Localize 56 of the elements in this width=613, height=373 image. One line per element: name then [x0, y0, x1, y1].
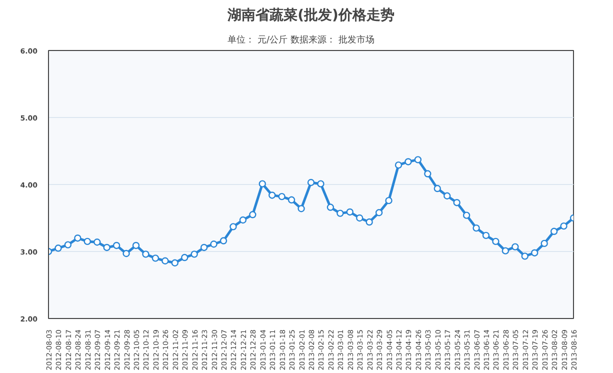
point: [560, 222, 568, 230]
point: [122, 250, 130, 258]
chart-subtitle: 单位： 元/公斤 数据来源： 批发市场: [228, 34, 374, 46]
point: [142, 250, 150, 258]
point: [152, 254, 160, 262]
point: [268, 192, 276, 199]
point: [317, 180, 324, 188]
point: [258, 180, 266, 188]
point: [414, 156, 422, 164]
point: [375, 209, 383, 216]
point: [230, 223, 237, 230]
point: [210, 240, 218, 248]
point: [482, 232, 490, 240]
point: [94, 238, 101, 246]
point: [132, 242, 140, 250]
point: [249, 211, 256, 218]
point: [346, 208, 354, 216]
point: [356, 214, 364, 222]
point: [278, 192, 286, 200]
point: [103, 244, 110, 252]
point: [162, 257, 169, 264]
chart-title: 湖南省蔬菜(批发)价格走势: [226, 8, 394, 24]
point: [336, 210, 344, 217]
point: [385, 196, 392, 204]
point: [492, 238, 500, 246]
point: [444, 192, 451, 200]
point: [434, 184, 441, 192]
point: [84, 238, 91, 246]
point: [200, 244, 208, 252]
point: [366, 218, 373, 226]
point: [298, 205, 305, 212]
point: [472, 224, 480, 232]
point: [190, 250, 198, 258]
point: [74, 234, 82, 242]
point: [220, 237, 228, 244]
point: [326, 204, 334, 211]
point: [462, 212, 470, 219]
point: [288, 196, 296, 204]
point: [239, 216, 247, 224]
point: [540, 240, 548, 248]
point: [181, 254, 188, 262]
point: [404, 158, 412, 166]
point: [424, 170, 432, 178]
point: [512, 243, 519, 250]
point: [54, 244, 62, 252]
point: [171, 259, 178, 266]
point: [550, 228, 558, 235]
point: [502, 247, 510, 254]
point: [64, 241, 72, 248]
point: [307, 178, 315, 186]
point: [112, 242, 120, 250]
point: [521, 252, 528, 260]
line-series: [48, 156, 574, 266]
point: [394, 161, 402, 169]
point: [531, 249, 538, 256]
point: [453, 198, 460, 206]
